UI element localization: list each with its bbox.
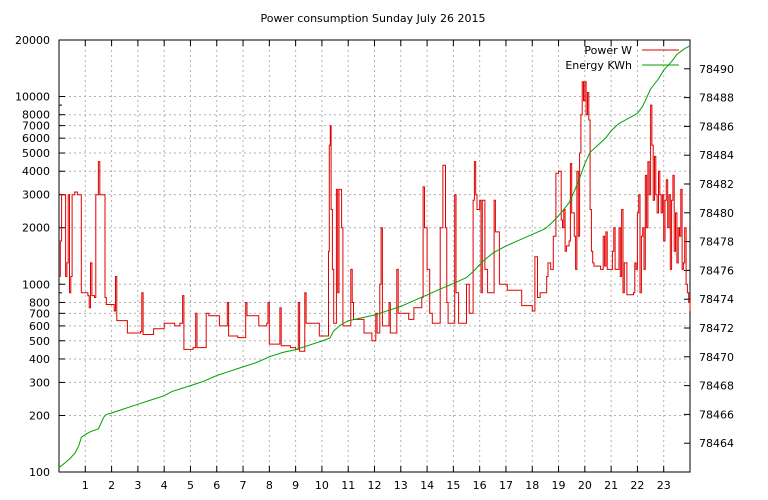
x-tick-label: 17 bbox=[499, 479, 513, 492]
x-tick-label: 18 bbox=[525, 479, 539, 492]
axis-ticks: 1 2 3 4 5 6 7 8 9 10 11 12 13 14 15 16 17 18 19 20 21 22 23100… bbox=[15, 34, 734, 492]
y2-tick-label: 78472 bbox=[699, 322, 734, 335]
x-tick-label: 21 bbox=[604, 479, 618, 492]
y-tick-label: 2000 bbox=[22, 222, 50, 235]
y2-tick-label: 78488 bbox=[699, 92, 734, 105]
y-tick-label: 700 bbox=[29, 307, 50, 320]
x-tick-label: 15 bbox=[446, 479, 460, 492]
x-tick-label: 9 bbox=[292, 479, 299, 492]
x-tick-label: 5 bbox=[187, 479, 194, 492]
x-tick-label: 4 bbox=[161, 479, 168, 492]
x-tick-label: 12 bbox=[368, 479, 382, 492]
x-tick-label: 23 bbox=[657, 479, 671, 492]
x-tick-label: 6 bbox=[213, 479, 220, 492]
x-tick-label: 8 bbox=[266, 479, 273, 492]
series-line-energy-kwh bbox=[58, 45, 691, 469]
y-tick-label: 400 bbox=[29, 353, 50, 366]
series-lines bbox=[58, 45, 691, 469]
y2-tick-label: 78490 bbox=[699, 63, 734, 76]
legend-label: Power W bbox=[584, 44, 632, 57]
legend-label: Energy KWh bbox=[565, 59, 632, 72]
y-tick-label: 500 bbox=[29, 335, 50, 348]
x-tick-label: 2 bbox=[108, 479, 115, 492]
x-tick-label: 14 bbox=[420, 479, 434, 492]
y-tick-label: 4000 bbox=[22, 165, 50, 178]
y-tick-label: 800 bbox=[29, 296, 50, 309]
y2-tick-label: 78482 bbox=[699, 178, 734, 191]
series-line-power-w bbox=[59, 81, 691, 352]
x-tick-label: 13 bbox=[394, 479, 408, 492]
y2-tick-label: 78476 bbox=[699, 264, 734, 277]
x-tick-label: 3 bbox=[134, 479, 141, 492]
y-tick-label: 10000 bbox=[15, 91, 50, 104]
x-tick-label: 1 bbox=[82, 479, 89, 492]
x-tick-label: 19 bbox=[552, 479, 566, 492]
y-tick-label: 20000 bbox=[15, 34, 50, 47]
y2-tick-label: 78484 bbox=[699, 149, 734, 162]
chart-title: Power consumption Sunday July 26 2015 bbox=[261, 12, 486, 25]
y2-tick-label: 78486 bbox=[699, 120, 734, 133]
x-tick-label: 10 bbox=[315, 479, 329, 492]
x-tick-label: 16 bbox=[473, 479, 487, 492]
grid-lines bbox=[59, 40, 690, 472]
y-tick-label: 6000 bbox=[22, 132, 50, 145]
y-tick-label: 300 bbox=[29, 376, 50, 389]
y2-tick-label: 78480 bbox=[699, 207, 734, 220]
y2-tick-label: 78466 bbox=[699, 408, 734, 421]
y-tick-label: 8000 bbox=[22, 109, 50, 122]
x-tick-label: 11 bbox=[341, 479, 355, 492]
x-tick-label: 22 bbox=[630, 479, 644, 492]
y-tick-label: 600 bbox=[29, 320, 50, 333]
y-tick-label: 5000 bbox=[22, 147, 50, 160]
y-tick-label: 1000 bbox=[22, 278, 50, 291]
legend: Power W Energy KWh bbox=[565, 44, 679, 72]
y-tick-label: 3000 bbox=[22, 189, 50, 202]
y-tick-label: 200 bbox=[29, 409, 50, 422]
y-tick-label: 100 bbox=[29, 466, 50, 479]
x-tick-label: 20 bbox=[578, 479, 592, 492]
y2-tick-label: 78470 bbox=[699, 351, 734, 364]
y-tick-label: 7000 bbox=[22, 120, 50, 133]
x-tick-label: 7 bbox=[240, 479, 247, 492]
y2-tick-label: 78468 bbox=[699, 380, 734, 393]
y2-tick-label: 78474 bbox=[699, 293, 734, 306]
y2-tick-label: 78478 bbox=[699, 236, 734, 249]
y2-tick-label: 78464 bbox=[699, 437, 734, 450]
